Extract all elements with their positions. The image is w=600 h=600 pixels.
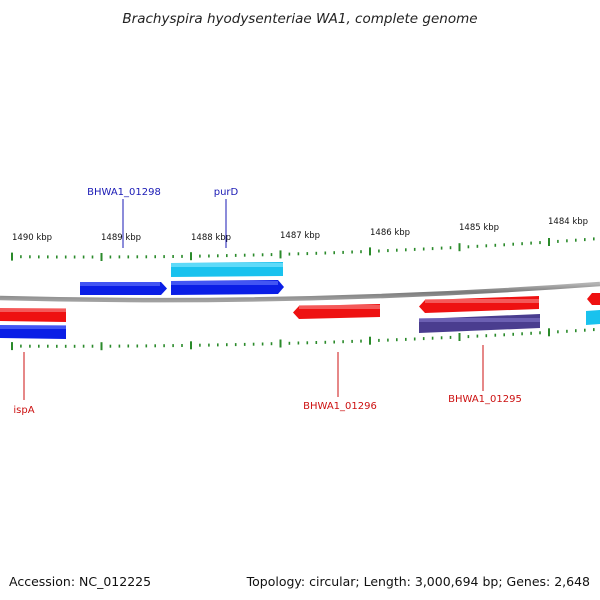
ruler-labels: 1490 kbp 1489 kbp 1488 kbp 1487 kbp 1486…	[12, 217, 588, 243]
forward-gene-BHWA1_01298[interactable]	[80, 282, 167, 295]
reverse-gene-BHWA1_01295-alt[interactable]	[419, 314, 540, 333]
reverse-gene-ispA[interactable]	[0, 308, 66, 322]
ruler-label-1485: 1485 kbp	[459, 223, 499, 233]
reverse-gene-BHWA1_01295[interactable]	[419, 296, 539, 313]
reverse-gene-BHWA1_01296[interactable]	[293, 304, 380, 319]
reverse-gene-right-edge[interactable]	[587, 293, 600, 305]
forward-gene-purD-alt[interactable]	[171, 262, 283, 277]
gene-label-purD[interactable]: purD	[214, 187, 239, 198]
lower-tick-row	[11, 328, 595, 351]
forward-gene-purD[interactable]	[171, 280, 284, 295]
gene-label-ispA[interactable]: ispA	[13, 405, 34, 416]
ruler-label-1486: 1486 kbp	[370, 228, 410, 238]
accession-text: Accession: NC_012225	[9, 574, 151, 589]
ruler-label-1489: 1489 kbp	[101, 233, 141, 243]
ruler-label-1488: 1488 kbp	[191, 233, 231, 243]
upper-tick-row	[11, 237, 595, 261]
reverse-gene-ispA-alt[interactable]	[0, 325, 66, 339]
genome-stats-text: Topology: circular; Length: 3,000,694 bp…	[246, 574, 590, 589]
gene-label-BHWA1_01298[interactable]: BHWA1_01298	[87, 187, 161, 198]
genome-backbone	[0, 281, 600, 303]
gene-label-BHWA1_01295[interactable]: BHWA1_01295	[448, 394, 522, 405]
map-title: Brachyspira hyodysenteriae WA1, complete…	[122, 11, 477, 27]
ruler-label-1490: 1490 kbp	[12, 233, 52, 243]
gene-label-BHWA1_01296[interactable]: BHWA1_01296	[303, 401, 377, 412]
forward-gene-right-edge[interactable]	[586, 310, 600, 325]
ruler-label-1487: 1487 kbp	[280, 231, 320, 241]
ruler-label-1484: 1484 kbp	[548, 217, 588, 227]
